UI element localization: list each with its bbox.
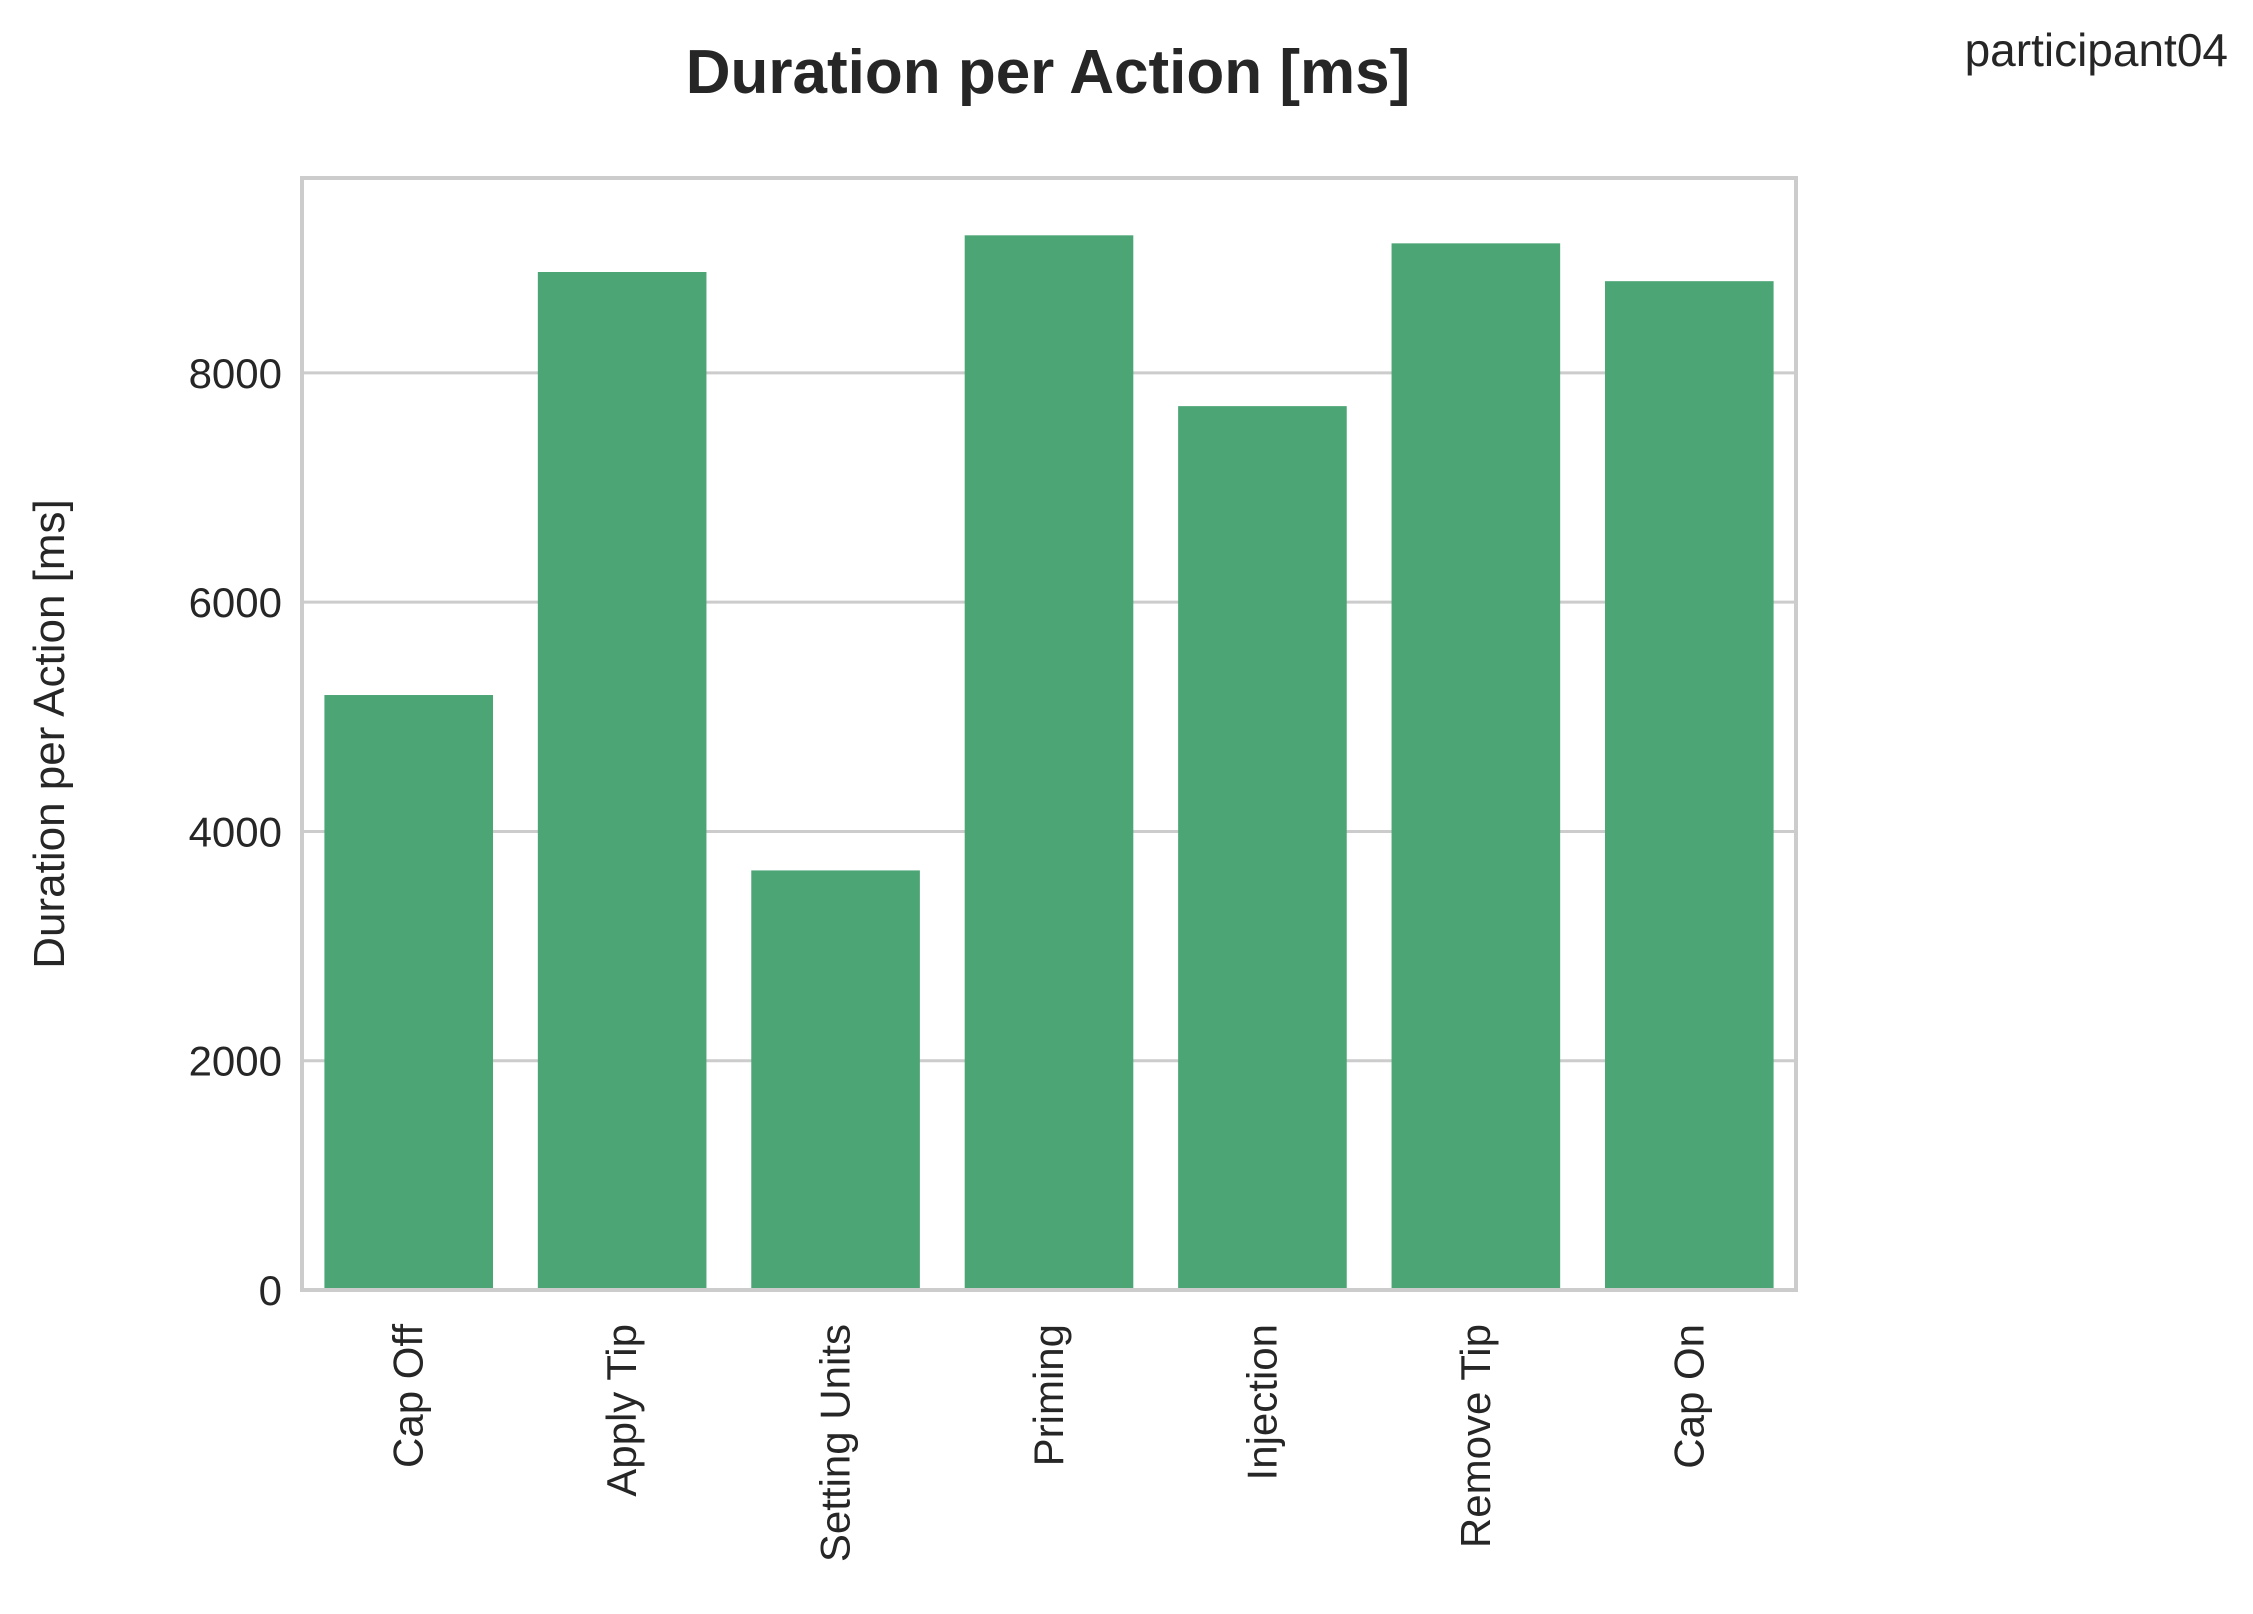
chart-title: Duration per Action [ms] bbox=[686, 38, 1411, 107]
x-tick-labels: Cap Off Apply Tip Setting Units Priming Inje… bbox=[385, 1324, 1713, 1562]
bar-cap-on bbox=[1604, 281, 1774, 1290]
y-tick-label: 2000 bbox=[189, 1038, 282, 1085]
x-tick-label: Cap Off bbox=[385, 1324, 432, 1468]
bar-remove-tip bbox=[1391, 243, 1561, 1290]
x-tick-label: Injection bbox=[1238, 1324, 1285, 1480]
y-tick-label: 0 bbox=[259, 1267, 282, 1314]
y-tick-label: 6000 bbox=[189, 579, 282, 626]
x-tick-label: Setting Units bbox=[812, 1324, 859, 1562]
bars bbox=[324, 235, 1774, 1290]
x-tick-label: Apply Tip bbox=[598, 1324, 645, 1497]
x-tick-label: Cap On bbox=[1665, 1324, 1712, 1469]
y-tick-labels: 0 2000 4000 6000 8000 bbox=[189, 350, 282, 1314]
y-tick-label: 8000 bbox=[189, 350, 282, 397]
bar-injection bbox=[1178, 406, 1347, 1290]
bar-priming bbox=[964, 235, 1134, 1290]
y-tick-label: 4000 bbox=[189, 808, 282, 855]
bar-cap-off bbox=[324, 695, 494, 1290]
plot-frame bbox=[300, 176, 1798, 1292]
y-axis-label: Duration per Action [ms] bbox=[25, 499, 74, 969]
x-tick-label: Remove Tip bbox=[1452, 1324, 1499, 1548]
bar-apply-tip bbox=[537, 272, 707, 1290]
x-tick-label: Priming bbox=[1025, 1324, 1072, 1466]
participant-label: participant04 bbox=[1965, 24, 2228, 76]
bar-setting-units bbox=[751, 870, 920, 1290]
